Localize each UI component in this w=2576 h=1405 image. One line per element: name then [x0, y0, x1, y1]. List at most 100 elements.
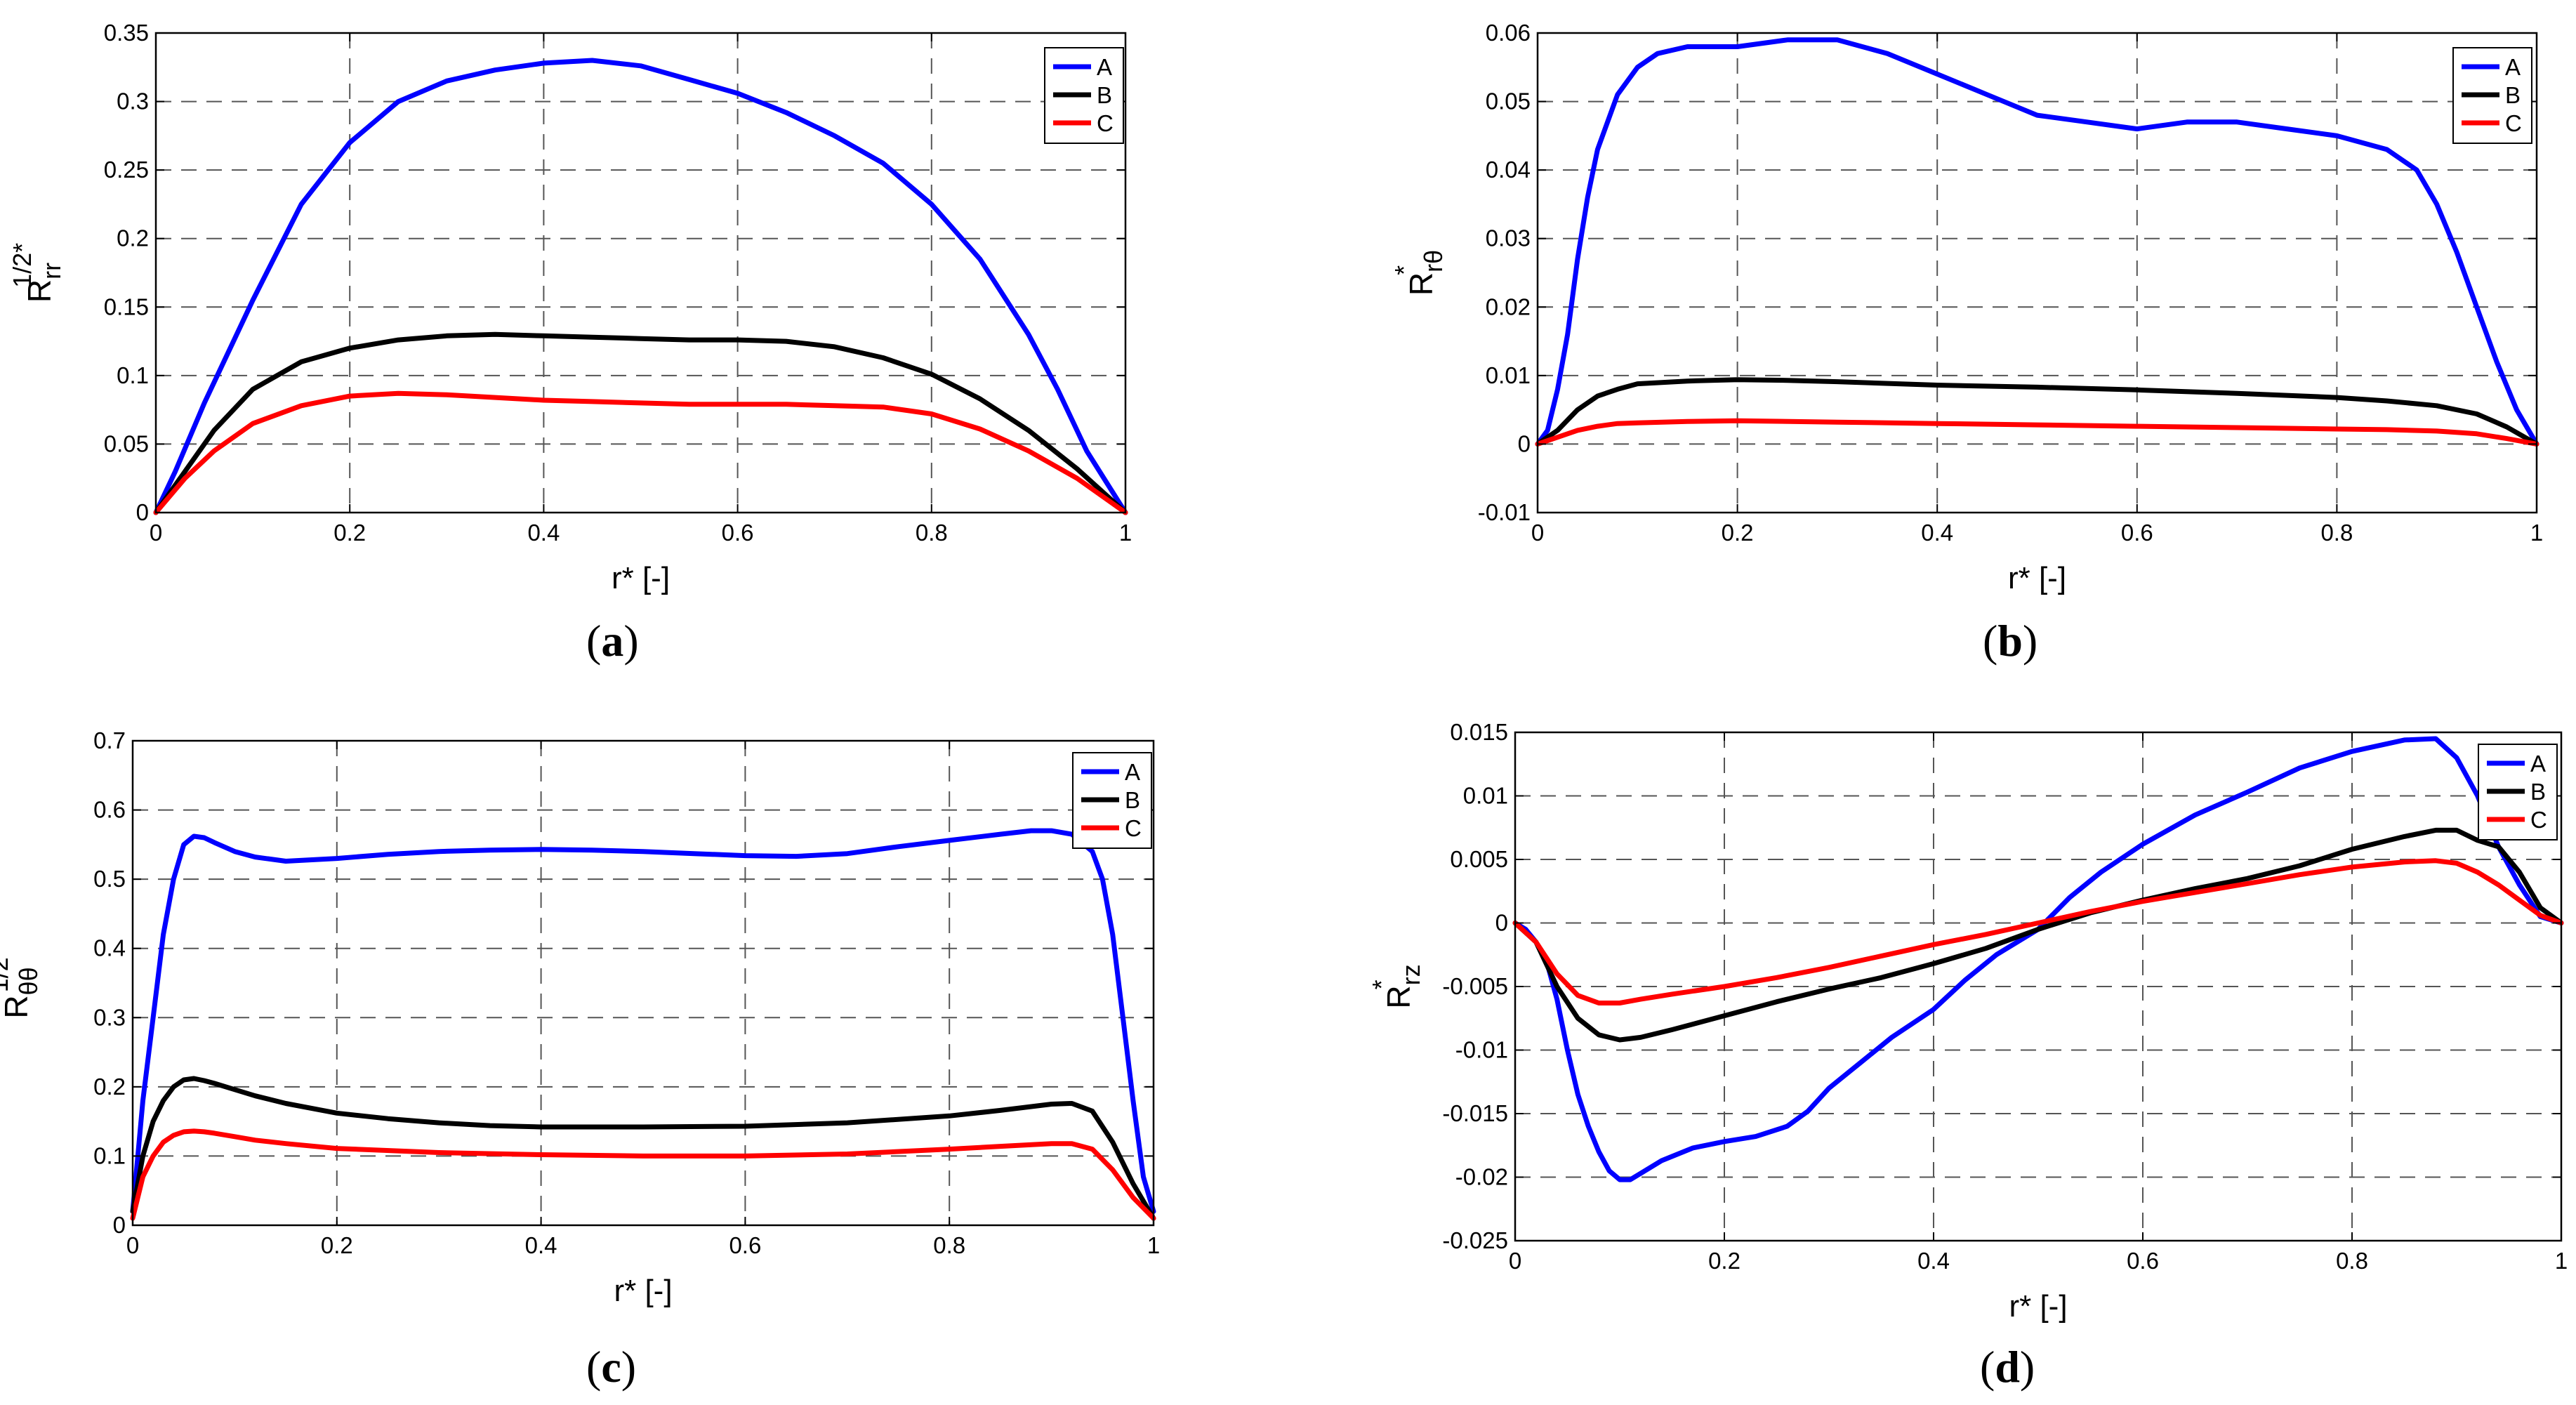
axes-box	[1536, 32, 2538, 514]
x-tick-label: 0.4	[1917, 1248, 1950, 1274]
x-tick-label: 0.2	[321, 1232, 353, 1258]
y-axis-label: Rrr1/2*	[8, 243, 66, 303]
x-axis-label: r* [-]	[2009, 1289, 2067, 1324]
y-tick-label: 0.1	[117, 362, 149, 388]
series-line-B	[1512, 827, 2564, 1043]
legend-label-B: B	[2505, 82, 2521, 108]
x-tick-label: 1	[1147, 1232, 1160, 1258]
legend-label-C: C	[2530, 807, 2547, 833]
y-tick-label: 0.5	[93, 866, 126, 892]
series-line-C	[1535, 418, 2539, 447]
y-axis-label-sub: rθ	[1419, 250, 1448, 272]
y-tick-label: -0.02	[1455, 1164, 1508, 1190]
x-tick-label: 1	[2530, 520, 2543, 546]
y-axis-label-main: R	[1380, 985, 1417, 1008]
y-axis-label-sup: *	[1389, 265, 1418, 275]
x-tick-label: 0.6	[2121, 520, 2153, 546]
x-tick-label: 0	[1509, 1248, 1521, 1274]
panel-label-c: (c)	[586, 1341, 636, 1393]
y-axis-label-sup: 1/2*	[0, 947, 13, 992]
legend-label-C: C	[2505, 110, 2522, 136]
x-tick-label: 0.6	[722, 520, 754, 546]
y-tick-label: 0.06	[1486, 20, 1531, 46]
y-axis-label-sup: *	[1367, 979, 1396, 989]
y-axis-label-main: R	[0, 995, 34, 1018]
series-line-A	[130, 828, 1156, 1214]
y-tick-label: 0.2	[93, 1074, 126, 1100]
x-tick-label: 1	[2555, 1248, 2568, 1274]
panel-label-d: (d)	[1980, 1341, 2035, 1393]
y-tick-label: 0.3	[93, 1004, 126, 1030]
x-tick-label: 0.4	[527, 520, 560, 546]
y-tick-label: 0.7	[93, 727, 126, 753]
series-line-B	[1535, 377, 2539, 447]
series-line-A	[153, 58, 1128, 515]
legend-label-A: A	[2505, 54, 2521, 80]
legend-label-B: B	[1097, 82, 1112, 108]
panel-label-a: (a)	[586, 615, 639, 667]
y-axis-label: Rrθ*	[1389, 250, 1448, 296]
series-line-A	[1512, 736, 2564, 1182]
panel-label-b: (b)	[1983, 615, 2037, 667]
y-tick-label: 0.01	[1463, 783, 1508, 809]
x-axis-label: r* [-]	[612, 561, 670, 595]
axes-box	[154, 32, 1127, 514]
x-tick-label: 1	[1119, 520, 1132, 546]
y-tick-label: 0.25	[104, 157, 149, 183]
panel-c: 0 0.2 0.4 0.6 0.8 1 0 0.1 0.2 0.3 0.4 0.5 0.6 0.7 r* […	[0, 727, 1160, 1308]
y-tick-label: 0.4	[93, 935, 126, 961]
x-tick-label: 0.6	[2127, 1248, 2159, 1274]
y-tick-label: 0.04	[1486, 157, 1531, 183]
x-tick-label: 0	[1531, 520, 1544, 546]
y-axis-label: Rrz*	[1367, 964, 1425, 1008]
y-tick-label: 0	[113, 1212, 126, 1238]
y-tick-label: 0.15	[104, 293, 149, 319]
series-line-B	[130, 1076, 1156, 1221]
y-axis-label-main: R	[1403, 272, 1439, 296]
y-tick-label: 0.005	[1450, 846, 1508, 872]
y-axis-label-sub: rr	[37, 263, 66, 279]
y-tick-label: 0.015	[1450, 719, 1508, 745]
y-tick-label: 0.1	[93, 1142, 126, 1168]
legend-label-B: B	[1125, 787, 1140, 813]
y-tick-label: 0.2	[117, 225, 149, 251]
y-axis-label-sub: θθ	[14, 967, 43, 995]
x-tick-label: 0.8	[2336, 1248, 2368, 1274]
series-line-B	[153, 331, 1128, 515]
x-tick-label: 0.6	[729, 1232, 761, 1258]
axes-box	[131, 739, 1155, 1227]
x-tick-label: 0.8	[933, 1232, 965, 1258]
panel-label-c-text: (c)	[586, 1342, 637, 1392]
x-tick-label: 0.8	[2320, 520, 2353, 546]
x-axis-label: r* [-]	[614, 1274, 672, 1308]
y-tick-label: 0	[136, 499, 149, 525]
series-line-C	[153, 390, 1128, 515]
panel-d: 0 0.2 0.4 0.6 0.8 1 -0.025 -0.02 -0.015 -0.01 -0.0…	[1367, 719, 2568, 1324]
y-axis-label-main: R	[21, 279, 58, 303]
legend-label-C: C	[1125, 815, 1142, 841]
series-line-A	[1535, 37, 2539, 447]
y-tick-label: 0.6	[93, 797, 126, 823]
y-axis-label-sub: rz	[1396, 964, 1425, 985]
series-line-C	[130, 1128, 1156, 1221]
y-tick-label: 0.35	[104, 20, 149, 46]
y-tick-label: -0.015	[1442, 1100, 1508, 1126]
y-tick-label: -0.01	[1478, 499, 1531, 525]
x-tick-label: 0.8	[916, 520, 948, 546]
y-tick-label: 0.05	[104, 430, 149, 456]
y-tick-label: 0.05	[1486, 88, 1531, 114]
x-axis-label: r* [-]	[2008, 561, 2066, 595]
y-axis-label: Rθθ1/2*	[0, 947, 43, 1018]
x-tick-label: 0	[126, 1232, 139, 1258]
x-tick-label: 0.2	[333, 520, 366, 546]
legend-label-A: A	[1097, 54, 1112, 80]
y-tick-label: 0.3	[117, 88, 149, 114]
x-tick-label: 0.4	[525, 1232, 557, 1258]
y-axis-label-sup: 1/2*	[8, 243, 37, 288]
x-tick-label: 0.4	[1921, 520, 1953, 546]
y-tick-label: 0	[1495, 910, 1508, 936]
y-tick-label: -0.005	[1442, 973, 1508, 999]
panel-a: 0 0.2 0.4 0.6 0.8 1 0 0.05 0.1 0.15 0.2 0.25 0.3 0.35…	[8, 20, 1132, 595]
panel-label-a-text: (a)	[586, 616, 639, 666]
